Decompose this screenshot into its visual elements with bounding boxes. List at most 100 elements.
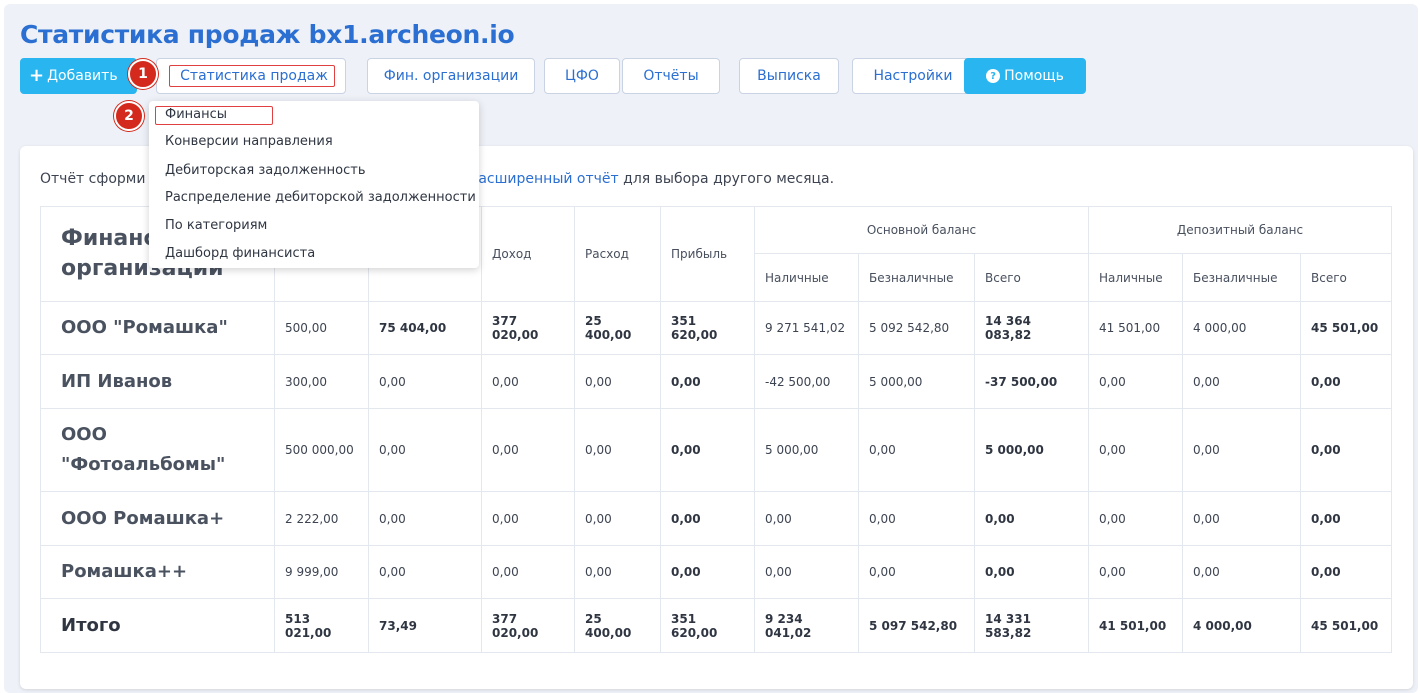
cell: 0,00 <box>574 545 661 599</box>
dropdown-item-finance-dashboard[interactable]: Дашборд финансиста <box>165 246 316 261</box>
cell: 0,00 <box>574 408 661 492</box>
report-note-suffix: для выбора другого месяца. <box>618 171 835 187</box>
extended-report-link[interactable]: расширенный отчёт <box>469 171 619 187</box>
cell: 9 999,00 <box>274 545 369 599</box>
cell: 351 620,00 <box>660 301 755 355</box>
cell: 0,00 <box>660 545 755 599</box>
cell: 0,00 <box>1088 408 1183 492</box>
cell: 0,00 <box>858 545 975 599</box>
cell: 5 092 542,80 <box>858 301 975 355</box>
cell: 45 501,00 <box>1300 598 1392 653</box>
cell: 0,00 <box>754 545 859 599</box>
cell: 0,00 <box>858 491 975 546</box>
tab-fin-orgs-label: Фин. организации <box>383 68 519 84</box>
tab-reports[interactable]: Отчёты <box>622 58 720 94</box>
header-main-balance: Основной баланс <box>754 206 1089 254</box>
cell: 0,00 <box>1182 491 1301 546</box>
cell: 377 020,00 <box>481 301 575 355</box>
tab-fin-orgs[interactable]: Фин. организации <box>367 58 535 94</box>
cell: 0,00 <box>481 491 575 546</box>
cell: 0,00 <box>1182 545 1301 599</box>
cell: 0,00 <box>368 545 482 599</box>
tab-statement-label: Выписка <box>757 68 821 84</box>
cell: 0,00 <box>1088 354 1183 409</box>
header-deposit-cash: Наличные <box>1088 253 1183 302</box>
cell: 0,00 <box>1088 545 1183 599</box>
cell: 9 271 541,02 <box>754 301 859 355</box>
dropdown-item-finance[interactable]: Финансы <box>165 107 228 122</box>
header-main-total: Всего <box>974 253 1089 302</box>
row-name: ООО "Фотоальбомы" <box>40 408 275 492</box>
cell: 4 000,00 <box>1182 301 1301 355</box>
cell: 0,00 <box>660 354 755 409</box>
cell: 14 364 083,82 <box>974 301 1089 355</box>
cell: 41 501,00 <box>1088 301 1183 355</box>
cell: 2 222,00 <box>274 491 369 546</box>
header-main-noncash: Безналичные <box>858 253 975 302</box>
cell: 0,00 <box>1300 408 1392 492</box>
header-income: Доход <box>481 206 575 302</box>
cell: -37 500,00 <box>974 354 1089 409</box>
cell: 0,00 <box>858 408 975 492</box>
step-marker-1: 1 <box>128 59 158 89</box>
cell: 4 000,00 <box>1182 598 1301 653</box>
cell: 25 400,00 <box>574 598 661 653</box>
table-row: ООО "Фотоальбомы" 500 000,00 0,00 0,00 0… <box>40 408 1392 492</box>
help-button[interactable]: ? Помощь <box>964 58 1086 94</box>
cell: 513 021,00 <box>274 598 369 653</box>
tab-statement[interactable]: Выписка <box>739 58 839 94</box>
cell: 5 000,00 <box>858 354 975 409</box>
row-name: ООО "Ромашка" <box>40 301 275 355</box>
add-button-label: Добавить <box>47 68 118 84</box>
cell: 0,00 <box>1182 354 1301 409</box>
tab-cfo-label: ЦФО <box>565 68 599 84</box>
cell: 0,00 <box>660 408 755 492</box>
cell: 0,00 <box>1300 545 1392 599</box>
cell: 0,00 <box>1088 491 1183 546</box>
row-name: Итого <box>40 598 275 653</box>
header-profit: Прибыль <box>660 206 755 302</box>
cell: 5 097 542,80 <box>858 598 975 653</box>
table-row: ООО "Ромашка" 500,00 75 404,00 377 020,0… <box>40 301 1392 355</box>
add-button[interactable]: + Добавить <box>20 58 137 94</box>
tab-sales-stats-label: Статистика продаж <box>180 68 328 84</box>
header-deposit-balance: Депозитный баланс <box>1088 206 1392 254</box>
report-note-prefix: Отчёт сформи <box>40 171 146 187</box>
cell: 0,00 <box>481 545 575 599</box>
cell: 0,00 <box>574 354 661 409</box>
cell: 377 020,00 <box>481 598 575 653</box>
row-name: ООО Ромашка+ <box>40 491 275 546</box>
cell: 5 000,00 <box>754 408 859 492</box>
tab-cfo[interactable]: ЦФО <box>544 58 620 94</box>
header-main-cash: Наличные <box>754 253 859 302</box>
tab-sales-stats[interactable]: Статистика продаж <box>156 58 346 94</box>
cell: 500,00 <box>274 301 369 355</box>
dropdown-item-receivables[interactable]: Дебиторская задолженность <box>165 163 366 178</box>
cell: 75 404,00 <box>368 301 482 355</box>
cell: 0,00 <box>1300 491 1392 546</box>
cell: 0,00 <box>754 491 859 546</box>
cell: 351 620,00 <box>660 598 755 653</box>
dropdown-item-conversions[interactable]: Конверсии направления <box>165 134 333 149</box>
row-name: Ромашка++ <box>40 545 275 599</box>
cell: 41 501,00 <box>1088 598 1183 653</box>
header-expense: Расход <box>574 206 661 302</box>
row-name: ИП Иванов <box>40 354 275 409</box>
help-button-label: Помощь <box>1004 68 1064 84</box>
sales-stats-dropdown: Финансы Конверсии направления Дебиторска… <box>149 101 479 268</box>
tab-settings[interactable]: Настройки <box>852 58 974 94</box>
cell: 0,00 <box>368 408 482 492</box>
question-circle-icon: ? <box>986 69 1001 83</box>
cell: 45 501,00 <box>1300 301 1392 355</box>
cell: 0,00 <box>974 491 1089 546</box>
table-row: ООО Ромашка+ 2 222,00 0,00 0,00 0,00 0,0… <box>40 491 1392 546</box>
dropdown-item-categories[interactable]: По категориям <box>165 218 268 233</box>
cell: 73,49 <box>368 598 482 653</box>
cell: 0,00 <box>1300 354 1392 409</box>
cell: 9 234 041,02 <box>754 598 859 653</box>
dropdown-item-receivables-distribution[interactable]: Распределение дебиторской задолженности <box>165 190 476 205</box>
total-row: Итого 513 021,00 73,49 377 020,00 25 400… <box>40 598 1392 653</box>
cell: 500 000,00 <box>274 408 369 492</box>
plus-icon: + <box>29 65 45 86</box>
cell: 14 331 583,82 <box>974 598 1089 653</box>
